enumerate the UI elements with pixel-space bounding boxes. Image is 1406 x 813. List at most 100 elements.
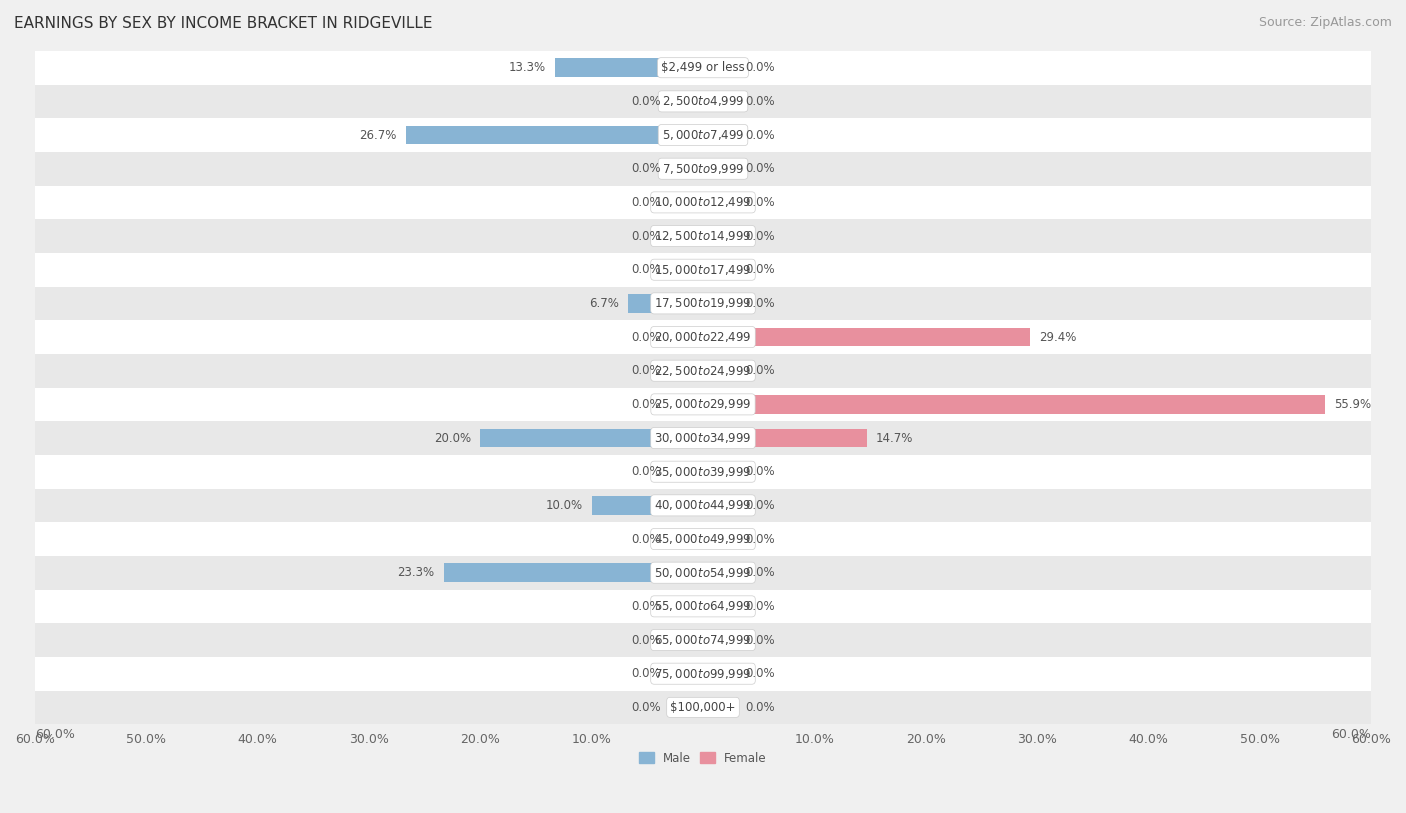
Bar	[0, 489, 1406, 522]
Text: 0.0%: 0.0%	[745, 667, 775, 680]
Text: $7,500 to $9,999: $7,500 to $9,999	[662, 162, 744, 176]
Text: 0.0%: 0.0%	[631, 263, 661, 276]
Bar	[0, 556, 1406, 589]
Text: $12,500 to $14,999: $12,500 to $14,999	[654, 229, 752, 243]
Text: 13.3%: 13.3%	[509, 61, 546, 74]
Text: 14.7%: 14.7%	[876, 432, 912, 445]
Bar	[669, 597, 703, 615]
Text: 0.0%: 0.0%	[631, 465, 661, 478]
Text: 0.0%: 0.0%	[631, 633, 661, 646]
Text: 0.0%: 0.0%	[631, 95, 661, 108]
Bar	[0, 118, 1406, 152]
Bar	[669, 463, 703, 481]
Text: 0.0%: 0.0%	[745, 364, 775, 377]
Text: 0.0%: 0.0%	[745, 465, 775, 478]
Bar	[703, 530, 737, 548]
Bar	[703, 328, 1031, 346]
Bar	[0, 286, 1406, 320]
Bar	[669, 159, 703, 178]
Text: 0.0%: 0.0%	[745, 600, 775, 613]
Bar	[0, 152, 1406, 185]
Text: $30,000 to $34,999: $30,000 to $34,999	[654, 431, 752, 445]
Text: $2,500 to $4,999: $2,500 to $4,999	[662, 94, 744, 108]
Text: $75,000 to $99,999: $75,000 to $99,999	[654, 667, 752, 680]
Bar	[0, 220, 1406, 253]
Text: 23.3%: 23.3%	[398, 566, 434, 579]
Text: $50,000 to $54,999: $50,000 to $54,999	[654, 566, 752, 580]
Text: $40,000 to $44,999: $40,000 to $44,999	[654, 498, 752, 512]
Bar	[481, 428, 703, 447]
Text: 0.0%: 0.0%	[631, 364, 661, 377]
Text: 0.0%: 0.0%	[745, 533, 775, 546]
Text: EARNINGS BY SEX BY INCOME BRACKET IN RIDGEVILLE: EARNINGS BY SEX BY INCOME BRACKET IN RID…	[14, 16, 433, 31]
Bar	[0, 589, 1406, 624]
Bar	[703, 193, 737, 211]
Bar	[703, 159, 737, 178]
Bar	[443, 563, 703, 582]
Text: $45,000 to $49,999: $45,000 to $49,999	[654, 532, 752, 546]
Text: $25,000 to $29,999: $25,000 to $29,999	[654, 398, 752, 411]
Bar	[703, 563, 737, 582]
Text: $10,000 to $12,499: $10,000 to $12,499	[654, 195, 752, 210]
Text: $5,000 to $7,499: $5,000 to $7,499	[662, 128, 744, 142]
Bar	[703, 698, 737, 716]
Text: 0.0%: 0.0%	[745, 95, 775, 108]
Text: 0.0%: 0.0%	[631, 196, 661, 209]
Bar	[0, 421, 1406, 454]
Bar	[669, 193, 703, 211]
Text: $55,000 to $64,999: $55,000 to $64,999	[654, 599, 752, 613]
Bar	[703, 428, 866, 447]
Bar	[628, 294, 703, 313]
Text: 26.7%: 26.7%	[360, 128, 396, 141]
Text: 0.0%: 0.0%	[745, 297, 775, 310]
Text: 0.0%: 0.0%	[631, 533, 661, 546]
Bar	[0, 320, 1406, 354]
Bar	[703, 227, 737, 246]
Bar	[0, 624, 1406, 657]
Text: 60.0%: 60.0%	[35, 728, 75, 741]
Text: 0.0%: 0.0%	[631, 701, 661, 714]
Bar	[0, 522, 1406, 556]
Bar	[669, 664, 703, 683]
Text: 0.0%: 0.0%	[745, 566, 775, 579]
Bar	[0, 85, 1406, 118]
Bar	[669, 698, 703, 716]
Text: $65,000 to $74,999: $65,000 to $74,999	[654, 633, 752, 647]
Text: 0.0%: 0.0%	[745, 263, 775, 276]
Bar	[703, 59, 737, 77]
Text: 0.0%: 0.0%	[745, 701, 775, 714]
Bar	[703, 463, 737, 481]
Text: 10.0%: 10.0%	[546, 499, 582, 512]
Bar	[703, 631, 737, 650]
Text: 0.0%: 0.0%	[745, 229, 775, 242]
Bar	[669, 328, 703, 346]
Text: 0.0%: 0.0%	[631, 331, 661, 344]
Text: Source: ZipAtlas.com: Source: ZipAtlas.com	[1258, 16, 1392, 29]
Bar	[703, 496, 737, 515]
Bar	[669, 631, 703, 650]
Text: 55.9%: 55.9%	[1334, 398, 1371, 411]
Bar	[0, 185, 1406, 220]
Bar	[669, 227, 703, 246]
Bar	[0, 354, 1406, 388]
Text: 0.0%: 0.0%	[631, 600, 661, 613]
Bar	[0, 690, 1406, 724]
Bar	[555, 59, 703, 77]
Text: 0.0%: 0.0%	[745, 633, 775, 646]
Text: 6.7%: 6.7%	[589, 297, 620, 310]
Bar	[703, 294, 737, 313]
Text: $35,000 to $39,999: $35,000 to $39,999	[654, 465, 752, 479]
Bar	[0, 388, 1406, 421]
Bar	[669, 530, 703, 548]
Text: $100,000+: $100,000+	[671, 701, 735, 714]
Bar	[703, 395, 1326, 414]
Text: 60.0%: 60.0%	[1331, 728, 1371, 741]
Text: 0.0%: 0.0%	[631, 667, 661, 680]
Text: 29.4%: 29.4%	[1039, 331, 1077, 344]
Text: 0.0%: 0.0%	[745, 499, 775, 512]
Bar	[406, 126, 703, 145]
Bar	[703, 126, 737, 145]
Bar	[703, 664, 737, 683]
Bar	[669, 395, 703, 414]
Bar	[703, 597, 737, 615]
